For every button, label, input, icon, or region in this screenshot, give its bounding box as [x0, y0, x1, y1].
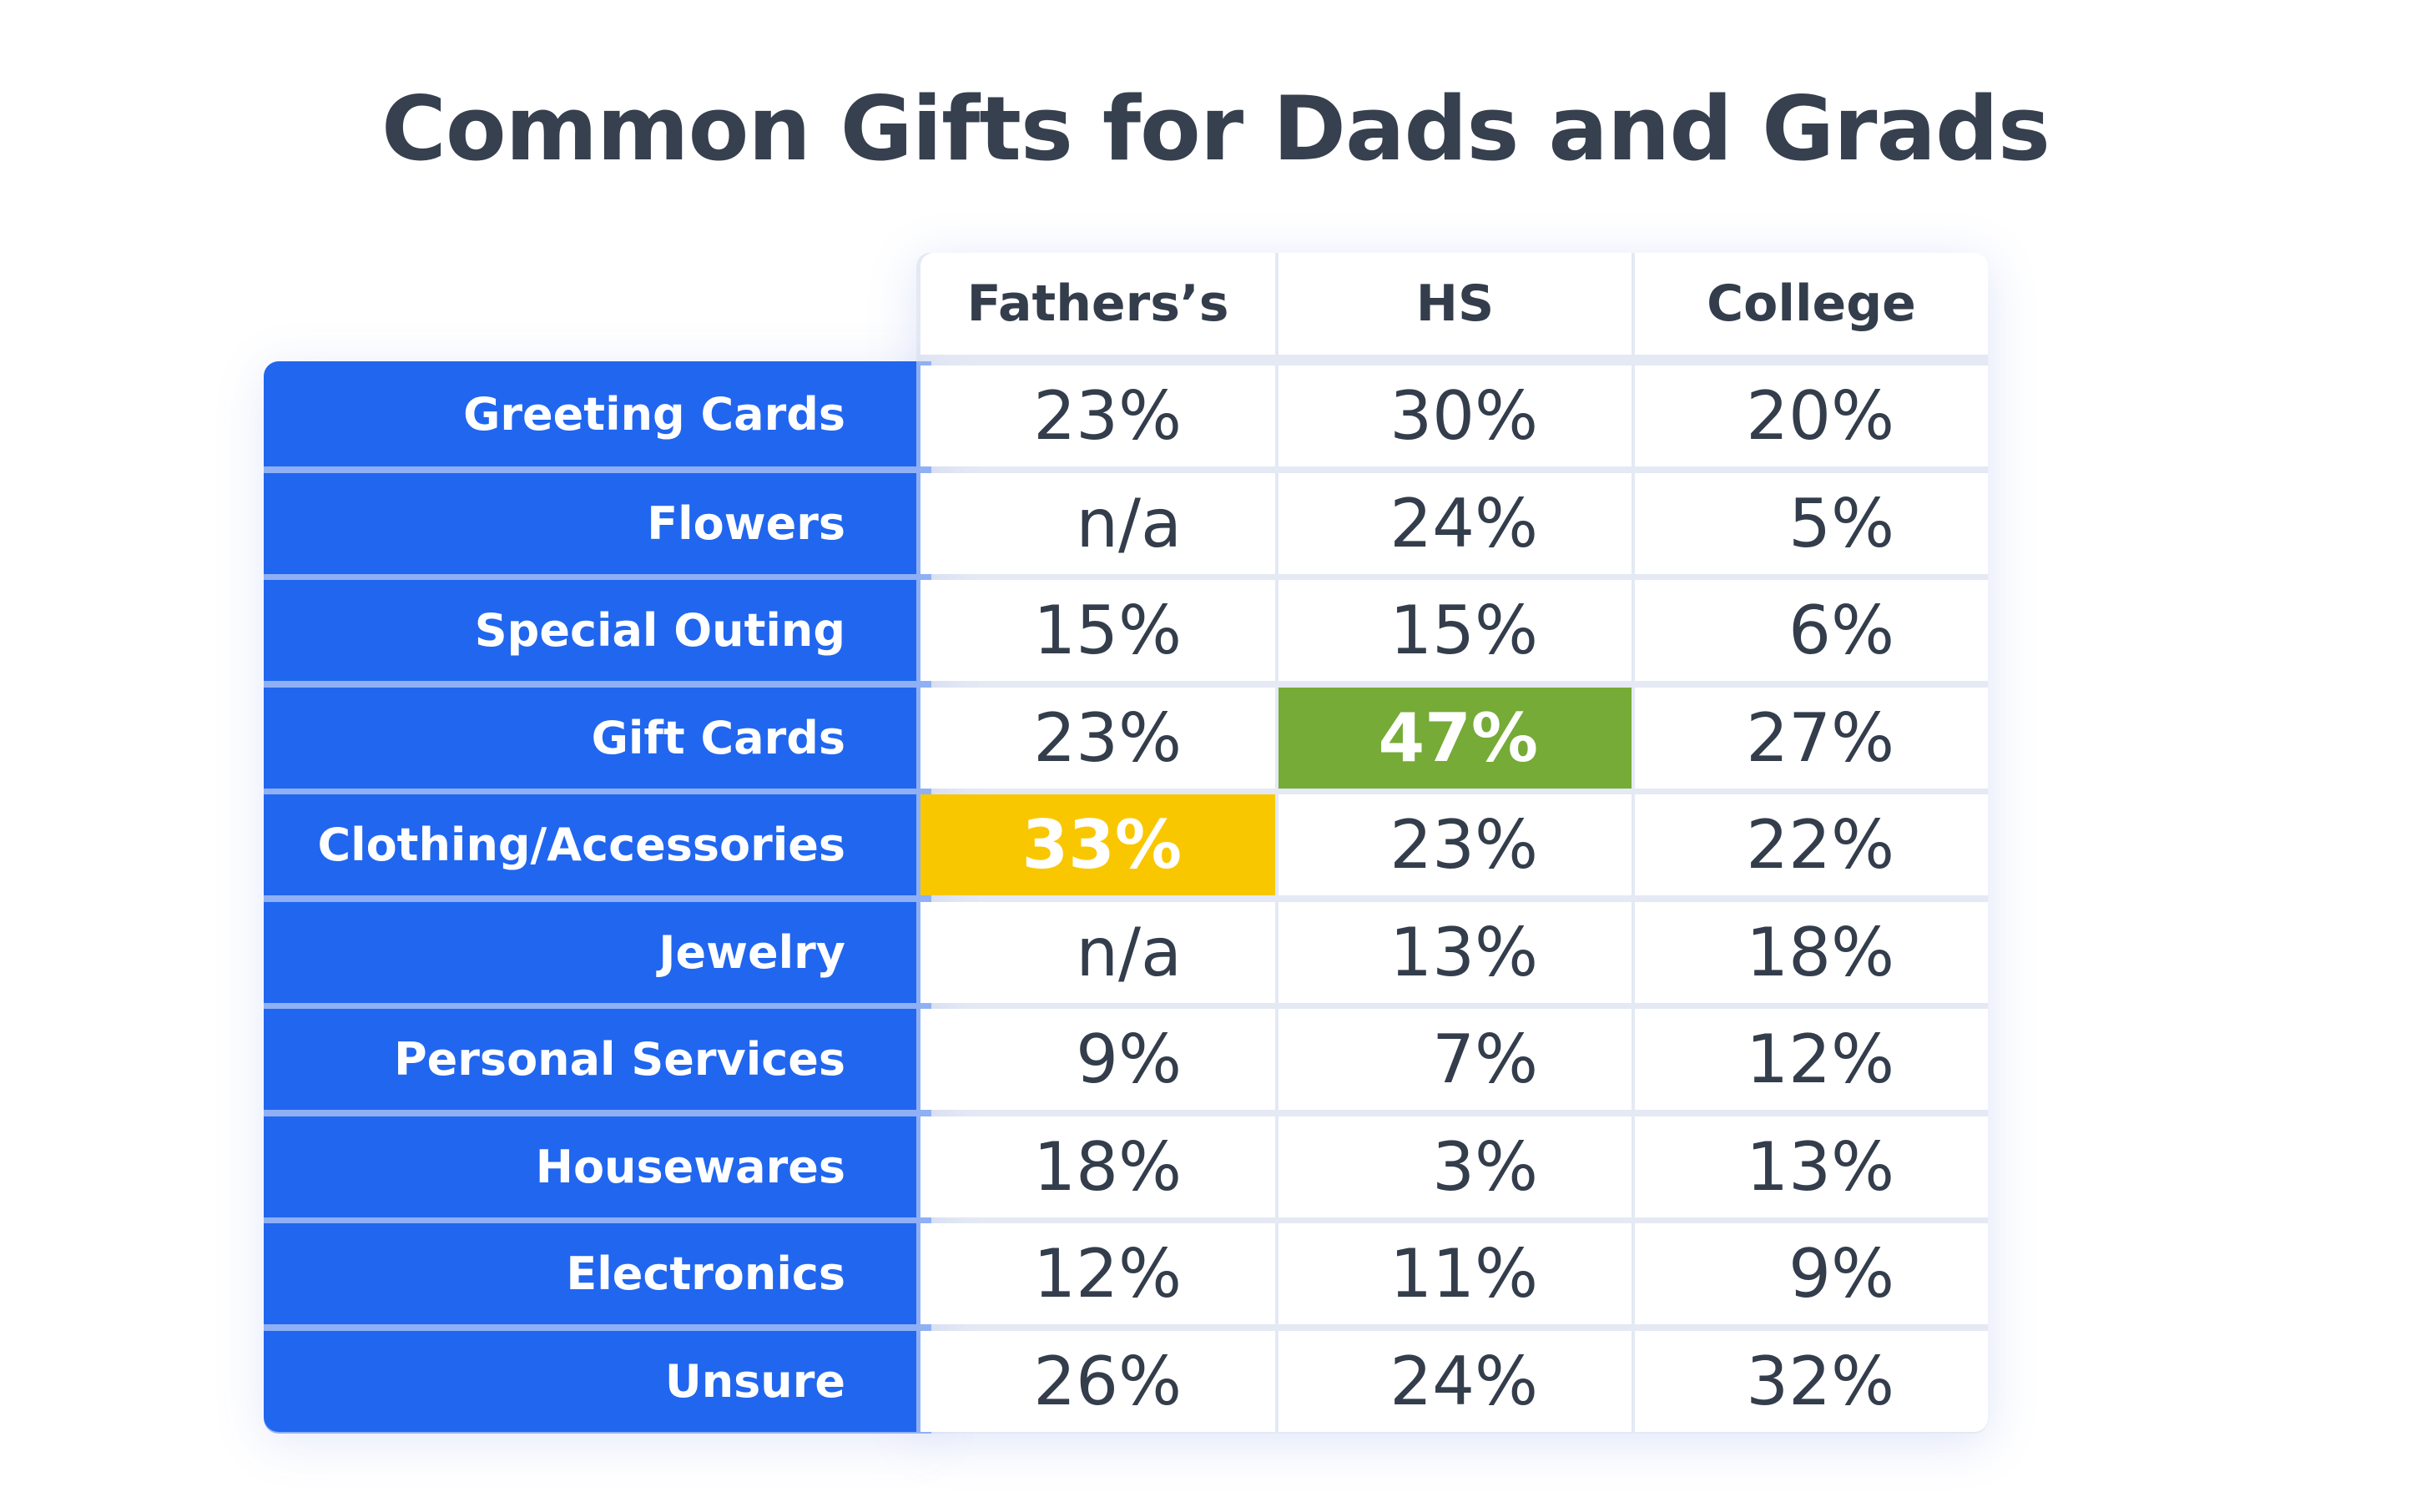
- cell-personal-services-fathers-s: 9%: [920, 1009, 1275, 1110]
- cell-flowers-college: 5%: [1635, 473, 1988, 574]
- row-label-unsure: Unsure: [264, 1331, 916, 1432]
- gift-table: Fathers’s HS College Greeting Cards 23% 30% 20…: [264, 253, 1988, 1434]
- cell-gift-cards-college: 27%: [1635, 688, 1988, 789]
- row-label-greeting-cards: Greeting Cards: [264, 361, 916, 466]
- cell-personal-services-college: 12%: [1635, 1009, 1988, 1110]
- cell-housewares-hs: 3%: [1279, 1116, 1632, 1217]
- column-header-college: College: [1635, 253, 1988, 355]
- cell-flowers-fathers-s: n/a: [920, 473, 1275, 574]
- row-label-electronics: Electronics: [264, 1223, 916, 1324]
- row-label-flowers: Flowers: [264, 473, 916, 574]
- cell-unsure-fathers-s: 26%: [920, 1331, 1275, 1432]
- row-label-personal-services: Personal Services: [264, 1009, 916, 1110]
- cell-special-outing-hs: 15%: [1279, 580, 1632, 681]
- cell-greeting-cards-hs: 30%: [1279, 365, 1632, 466]
- cell-special-outing-fathers-s: 15%: [920, 580, 1275, 681]
- cell-flowers-hs: 24%: [1279, 473, 1632, 574]
- cell-greeting-cards-college: 20%: [1635, 365, 1988, 466]
- cell-gift-cards-fathers-s: 23%: [920, 688, 1275, 789]
- cell-housewares-fathers-s: 18%: [920, 1116, 1275, 1217]
- chart-title: Common Gifts for Dads and Grads: [381, 78, 2050, 180]
- cell-electronics-college: 9%: [1635, 1223, 1988, 1324]
- cell-personal-services-hs: 7%: [1279, 1009, 1632, 1110]
- row-label-housewares: Housewares: [264, 1116, 916, 1217]
- column-header-fathers-s: Fathers’s: [920, 253, 1275, 355]
- row-label-special-outing: Special Outing: [264, 580, 916, 681]
- row-label-gift-cards: Gift Cards: [264, 688, 916, 789]
- cell-special-outing-college: 6%: [1635, 580, 1988, 681]
- cell-unsure-hs: 24%: [1279, 1331, 1632, 1432]
- row-label-clothing-accessories: Clothing/Accessories: [264, 794, 916, 895]
- cell-electronics-fathers-s: 12%: [920, 1223, 1275, 1324]
- cell-jewelry-fathers-s: n/a: [920, 902, 1275, 1003]
- cell-clothing-accessories-hs: 23%: [1279, 794, 1632, 895]
- row-label-jewelry: Jewelry: [264, 902, 916, 1003]
- column-header-hs: HS: [1279, 253, 1632, 355]
- cell-jewelry-college: 18%: [1635, 902, 1988, 1003]
- cell-greeting-cards-fathers-s: 23%: [920, 365, 1275, 466]
- cell-clothing-accessories-college: 22%: [1635, 794, 1988, 895]
- cell-jewelry-hs: 13%: [1279, 902, 1632, 1003]
- cell-unsure-college: 32%: [1635, 1331, 1988, 1432]
- cell-gift-cards-hs: 47%: [1279, 688, 1632, 789]
- cell-electronics-hs: 11%: [1279, 1223, 1632, 1324]
- cell-clothing-accessories-fathers-s: 33%: [920, 794, 1275, 895]
- cell-housewares-college: 13%: [1635, 1116, 1988, 1217]
